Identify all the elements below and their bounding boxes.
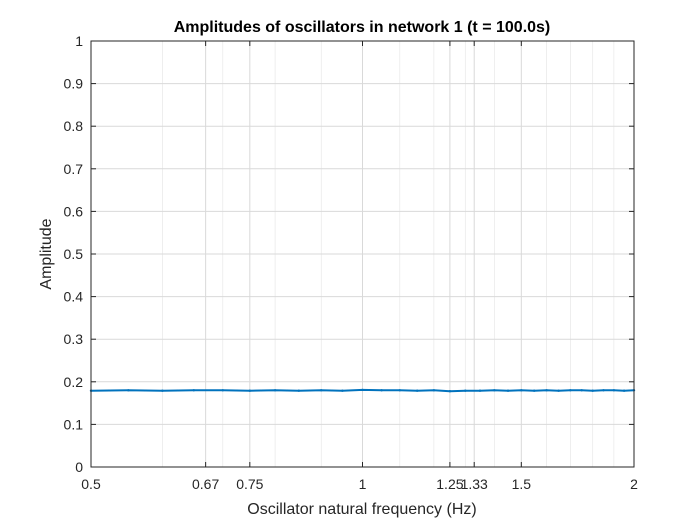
y-tick-label: 0.9 — [64, 76, 84, 92]
y-tick-label: 0.3 — [64, 331, 84, 347]
data-point — [448, 390, 452, 393]
data-point — [297, 389, 300, 392]
data-point — [380, 389, 383, 392]
y-tick-label: 0.6 — [64, 203, 84, 219]
data-point — [580, 389, 583, 392]
data-point — [161, 389, 164, 392]
data-point — [192, 389, 195, 392]
data-point — [221, 389, 224, 392]
grid-layer — [90, 40, 635, 468]
data-point — [361, 388, 364, 392]
data-point — [569, 389, 572, 392]
x-tick-label: 1 — [359, 476, 367, 492]
chart-title: Amplitudes of oscillators in network 1 (… — [174, 19, 551, 36]
data-point — [520, 389, 523, 392]
ticks-layer: 0.5 0.67 0.75 1 1.251.33 1.5 2 0 0.1 0.2 0.3 0.4 0.5… — [64, 33, 639, 492]
x-tick-label: 1.25 — [436, 476, 463, 492]
data-point — [248, 389, 251, 392]
data-point — [127, 389, 130, 392]
data-point — [545, 389, 548, 392]
y-tick-label: 0.2 — [64, 374, 84, 390]
data-point — [478, 389, 482, 392]
y-tick-label: 0 — [75, 459, 83, 475]
series-layer — [89, 388, 636, 393]
data-point — [612, 389, 616, 392]
data-point — [320, 389, 323, 392]
data-point — [398, 389, 401, 392]
x-tick-label: 0.67 — [192, 476, 219, 492]
data-point — [341, 389, 344, 392]
y-tick-label: 0.4 — [64, 289, 84, 305]
data-point — [432, 389, 436, 392]
x-axis-label: Oscillator natural frequency (Hz) — [247, 501, 476, 518]
data-point — [273, 389, 277, 392]
y-axis-label: Amplitude — [38, 218, 55, 289]
data-point — [622, 389, 626, 392]
x-tick-label: 2 — [630, 476, 638, 492]
x-tick-label: 1.33 — [461, 476, 488, 492]
y-tick-label: 0.8 — [64, 118, 84, 134]
data-point — [557, 389, 560, 392]
y-tick-label: 1 — [75, 33, 83, 49]
data-point — [602, 389, 605, 392]
x-tick-label: 0.5 — [81, 476, 101, 492]
y-tick-label: 0.5 — [64, 246, 84, 262]
data-point — [591, 389, 594, 392]
y-tick-label: 0.7 — [64, 161, 84, 177]
data-point — [493, 389, 496, 392]
y-tick-label: 0.1 — [64, 416, 84, 432]
data-point — [416, 389, 419, 392]
data-point — [464, 389, 467, 392]
data-point — [506, 389, 510, 392]
data-point — [533, 389, 536, 392]
x-tick-label: 1.5 — [512, 476, 532, 492]
x-tick-label: 0.75 — [236, 476, 263, 492]
